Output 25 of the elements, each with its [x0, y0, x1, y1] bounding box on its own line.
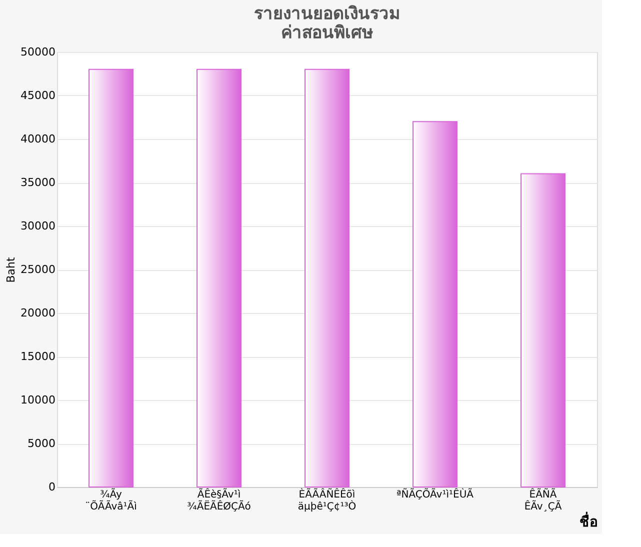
- y-tick-label: 45000: [20, 89, 56, 102]
- y-axis-title: Baht: [4, 256, 18, 283]
- x-tick-label: ÃÊè§Ãv¹ì ¾ÃËÃÊØÇÃó: [187, 488, 251, 512]
- bar: [412, 121, 458, 488]
- y-tick-label: 30000: [20, 220, 56, 232]
- y-tick-label: 40000: [20, 132, 56, 146]
- x-axis-title: ชื่อ: [580, 512, 598, 530]
- bar: [88, 68, 134, 488]
- y-tick-label: 25000: [20, 263, 56, 276]
- bar: [196, 68, 242, 488]
- x-tick-label: ÊÃÑÃ ÊÃv¸ÇÃ: [524, 488, 562, 512]
- x-tick-label: ªÑÃÇÕÃv¹ì¹ÊÙÃ: [396, 488, 474, 500]
- y-tick-label: 10000: [20, 394, 56, 406]
- y-tick-label: 15000: [20, 350, 56, 363]
- bar: [304, 68, 350, 488]
- bar: [520, 173, 566, 488]
- y-tick-label: 50000: [20, 46, 56, 58]
- y-tick-label: 20000: [20, 306, 56, 320]
- x-tick-label: ÈÃÃÂÑÊÊõì äµþê¹Ç¢¹³Ò: [298, 488, 356, 512]
- text: ค่าสอนพิเศษ: [281, 23, 373, 43]
- y-tick-label: 35000: [20, 176, 56, 189]
- text: รายงานยอดเงินรวม: [254, 4, 400, 24]
- x-tick-label: ¾Ãy ¨ÕÃÃvâ¹Ãì: [85, 488, 138, 512]
- y-tick-label: 5000: [28, 437, 56, 450]
- y-tick-label: 0: [48, 480, 56, 494]
